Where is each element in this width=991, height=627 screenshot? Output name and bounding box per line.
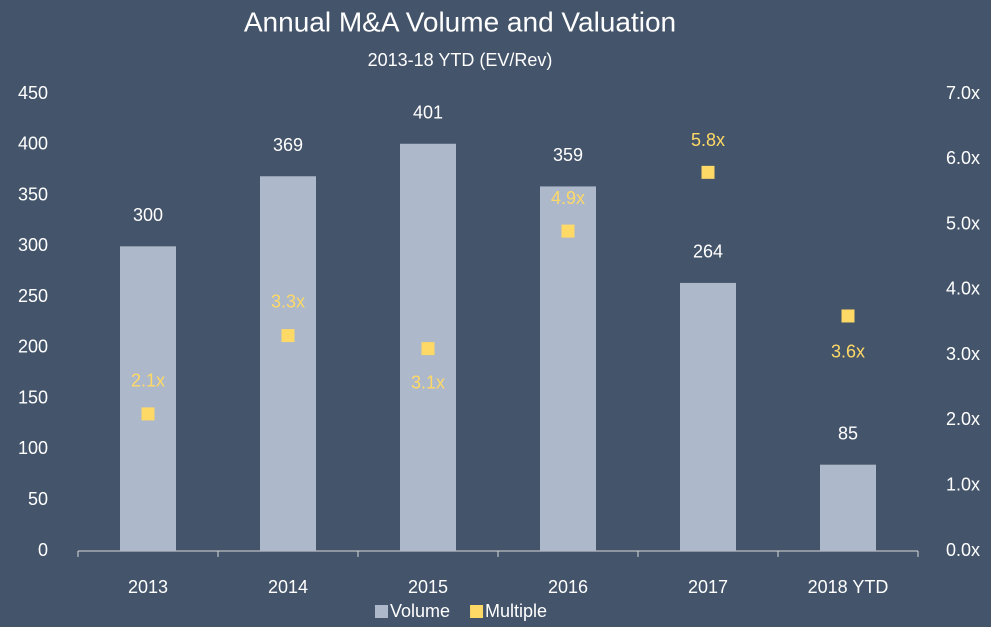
legend-swatch [375,605,388,618]
y-tick-label: 0 [38,540,48,560]
legend-label: Volume [390,601,450,621]
y2-tick-label: 6.0x [946,148,980,168]
marker [561,224,575,238]
y-tick-label: 450 [18,83,48,103]
marker [701,165,715,179]
y2-tick-label: 5.0x [946,213,980,233]
marker-value-label: 5.8x [691,130,725,150]
y-tick-label: 200 [18,337,48,357]
bar-value-label: 264 [693,242,723,262]
x-tick-label: 2014 [268,577,308,597]
marker-value-label: 3.3x [271,291,305,311]
y2-tick-label: 2.0x [946,409,980,429]
marker [141,407,155,421]
bar [680,282,736,551]
marker-value-label: 3.1x [411,372,445,392]
marker [281,329,295,343]
marker-value-label: 4.9x [551,188,585,208]
y-tick-label: 250 [18,286,48,306]
y-tick-label: 100 [18,438,48,458]
x-tick-label: 2013 [128,577,168,597]
x-tick-label: 2016 [548,577,588,597]
y-tick-label: 300 [18,235,48,255]
bar-value-label: 85 [838,423,858,443]
bar-value-label: 401 [413,103,443,123]
y2-tick-label: 1.0x [946,474,980,494]
bar [260,176,316,551]
y-tick-label: 400 [18,134,48,154]
bar-value-label: 369 [273,135,303,155]
chart-title: Annual M&A Volume and Valuation [244,6,676,37]
bar-value-label: 359 [553,145,583,165]
chart-subtitle: 2013-18 YTD (EV/Rev) [368,50,553,70]
y2-tick-label: 7.0x [946,83,980,103]
bar [540,186,596,551]
y-tick-label: 350 [18,184,48,204]
bar-value-label: 300 [133,205,163,225]
marker [841,309,855,323]
marker-value-label: 3.6x [831,342,865,362]
legend-swatch [470,605,484,618]
y-tick-label: 150 [18,387,48,407]
x-tick-label: 2017 [688,577,728,597]
x-tick-label: 2018 YTD [808,577,889,597]
marker-value-label: 2.1x [131,371,165,391]
marker [421,342,435,356]
x-tick-label: 2015 [408,577,448,597]
bar [820,464,876,551]
y-tick-label: 50 [28,489,48,509]
bar [120,246,176,552]
y2-tick-label: 3.0x [946,344,980,364]
legend-label: Multiple [485,601,547,621]
y2-tick-label: 4.0x [946,279,980,299]
y2-tick-label: 0.0x [946,540,980,560]
